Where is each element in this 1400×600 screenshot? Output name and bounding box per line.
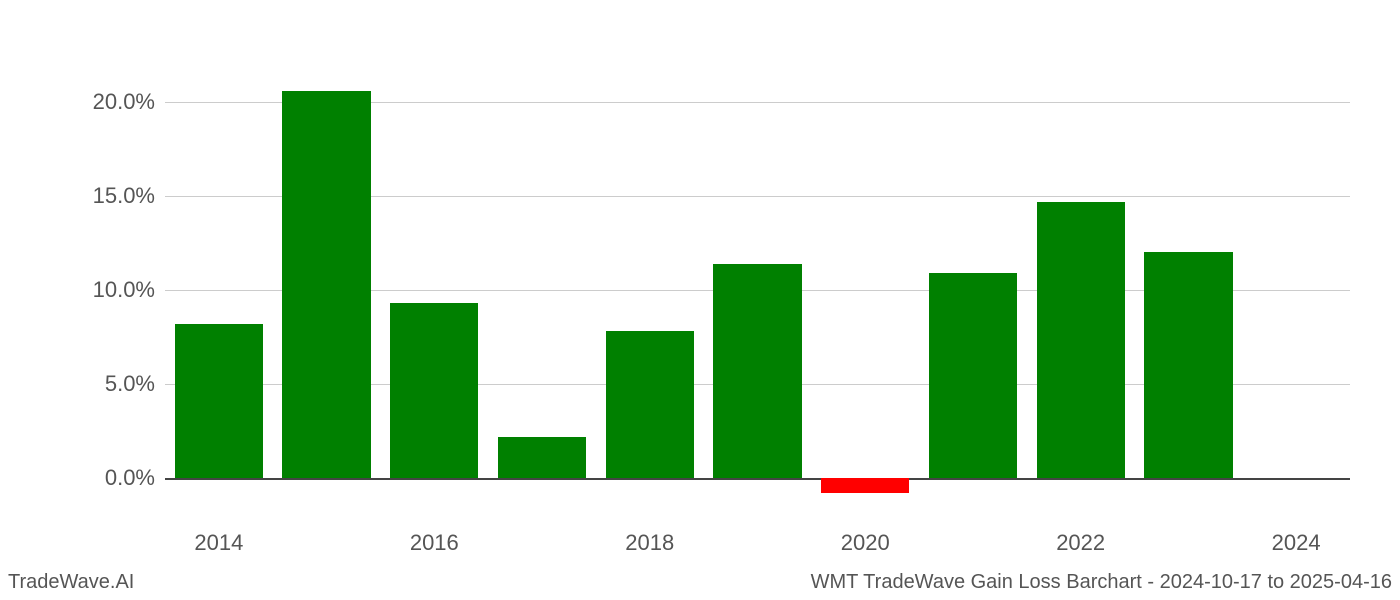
x-tick-label: 2014 xyxy=(194,530,243,556)
bar xyxy=(713,264,801,478)
y-tick-label: 0.0% xyxy=(55,465,155,491)
footer-right-text: WMT TradeWave Gain Loss Barchart - 2024-… xyxy=(811,571,1392,594)
bar xyxy=(1037,202,1125,478)
plot-area xyxy=(165,55,1350,525)
bar xyxy=(498,437,586,478)
zero-axis-line xyxy=(165,478,1350,480)
x-tick-label: 2016 xyxy=(410,530,459,556)
x-tick-label: 2020 xyxy=(841,530,890,556)
bar xyxy=(929,273,1017,478)
bar xyxy=(1144,252,1232,478)
bar xyxy=(821,478,909,493)
bar xyxy=(606,331,694,478)
bar xyxy=(390,303,478,478)
footer-left-text: TradeWave.AI xyxy=(8,571,134,594)
bar xyxy=(175,324,263,478)
bar xyxy=(282,91,370,478)
x-tick-label: 2018 xyxy=(625,530,674,556)
x-tick-label: 2022 xyxy=(1056,530,1105,556)
chart-container: TradeWave.AI WMT TradeWave Gain Loss Bar… xyxy=(0,0,1400,600)
y-tick-label: 15.0% xyxy=(55,183,155,209)
y-tick-label: 20.0% xyxy=(55,89,155,115)
y-tick-label: 5.0% xyxy=(55,371,155,397)
x-tick-label: 2024 xyxy=(1272,530,1321,556)
y-tick-label: 10.0% xyxy=(55,277,155,303)
